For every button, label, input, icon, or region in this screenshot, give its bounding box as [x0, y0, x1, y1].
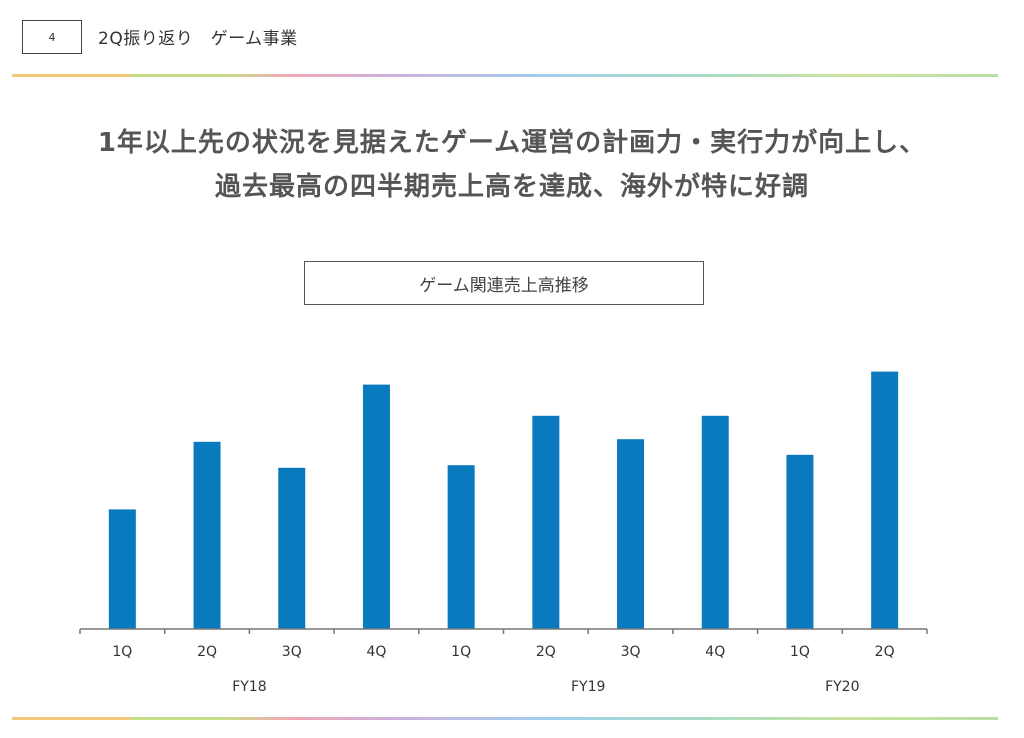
headline-line-1: 1年以上先の状況を見据えたゲーム運営の計画力・実行力が向上し、: [97, 128, 927, 158]
x-tick-label: 3Q: [621, 644, 641, 660]
headline-line-2: 過去最高の四半期売上高を達成、海外が特に好調: [214, 172, 809, 202]
bar-chart: 1Q 2Q 3Q 4Q 1Q 2Q 3Q 4Q 1Q 2Q FY18 FY19 FY20: [79, 371, 928, 695]
page-number: 4: [48, 30, 56, 44]
x-tick-label: 4Q: [366, 644, 386, 660]
x-tick-label: 2Q: [536, 644, 556, 660]
top-divider: [12, 74, 998, 77]
x-tick-label: 4Q: [705, 644, 725, 660]
x-tick-label: 1Q: [790, 644, 810, 660]
x-tick-label: 1Q: [451, 644, 471, 660]
bottom-divider: [12, 717, 998, 720]
x-tick-label: 2Q: [875, 644, 895, 660]
x-tick-label: 1Q: [112, 644, 132, 660]
x-tick-label: 3Q: [282, 644, 302, 660]
chart-bar: [108, 509, 136, 629]
x-tick-label: 2Q: [197, 644, 217, 660]
chart-bar: [617, 439, 645, 629]
x-group-label: FY19: [571, 679, 605, 695]
chart-title: ゲーム関連売上高推移: [419, 275, 589, 296]
chart-bar: [447, 465, 475, 629]
x-group-label: FY20: [825, 679, 859, 695]
chart-bar: [532, 415, 560, 629]
section-title: 2Q振り返り ゲーム事業: [98, 29, 298, 49]
chart-bar: [871, 371, 899, 629]
chart-bar: [786, 454, 814, 629]
chart-bar: [362, 384, 390, 629]
chart-title-box: ゲーム関連売上高推移: [304, 261, 704, 305]
chart-bar: [193, 441, 221, 629]
chart-bar: [278, 467, 306, 629]
x-group-label: FY18: [232, 679, 266, 695]
page-number-box: 4: [22, 20, 82, 54]
chart-bar: [701, 415, 729, 629]
